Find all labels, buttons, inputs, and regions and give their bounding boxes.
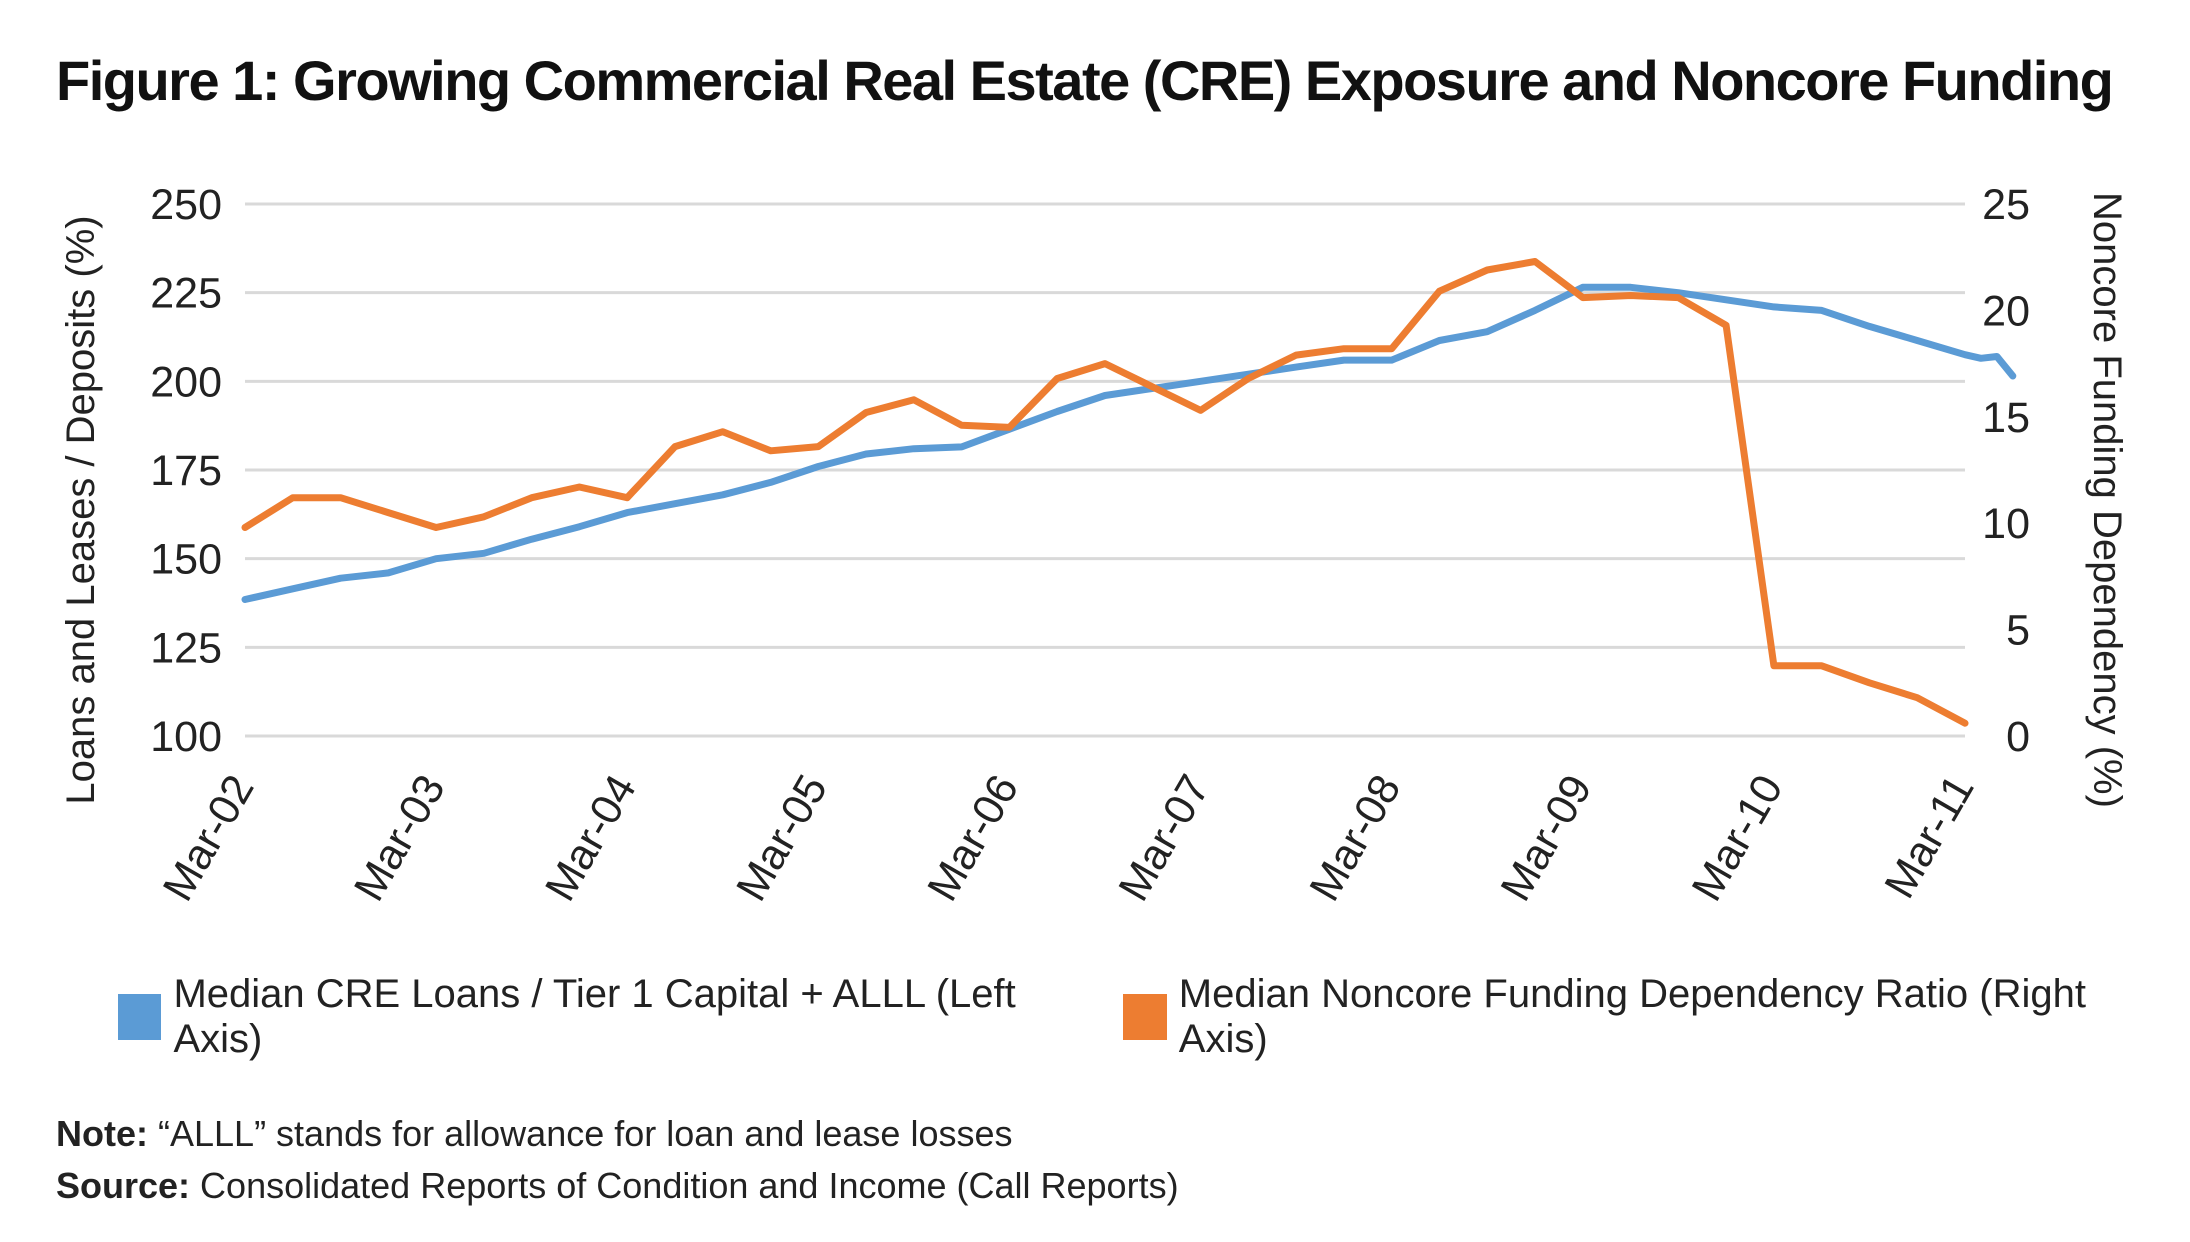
legend-item-cre-loans: Median CRE Loans / Tier 1 Capital + ALLL… (118, 972, 1061, 1062)
right-tick-label: 0 (2006, 713, 2030, 761)
left-axis-label: Loans and Leases / Deposits (%) (59, 215, 103, 804)
gridlines (245, 202, 1965, 738)
source-label: Source: (56, 1165, 191, 1206)
series-line-noncore-funding (241, 258, 1969, 727)
x-tick-label: Mar-09 (1492, 767, 1602, 909)
left-tick-label: 225 (150, 270, 222, 318)
left-tick-label: 175 (150, 447, 222, 495)
x-tick-label: Mar-08 (1301, 767, 1411, 909)
legend-item-noncore-funding: Median Noncore Funding Dependency Ratio … (1123, 972, 2128, 1062)
footnotes: Note: “ALLL” stands for allowance for lo… (56, 1108, 1179, 1212)
note-label: Note: (56, 1113, 148, 1154)
x-tick-label: Mar-11 (1876, 767, 1984, 906)
left-tick-label: 250 (150, 181, 222, 229)
source-text: Consolidated Reports of Condition and In… (190, 1165, 1179, 1206)
right-axis-label: Noncore Funding Dependency (%) (2085, 192, 2129, 808)
legend: Median CRE Loans / Tier 1 Capital + ALLL… (118, 972, 2190, 1062)
right-axis-ticks: 0 5 10 15 20 25 (1982, 181, 2030, 761)
x-axis-ticks: Mar-02 Mar-03 Mar-04 Mar-05 Mar-06 Mar-07 Mar-… (154, 767, 1984, 909)
legend-swatch-blue (118, 994, 162, 1040)
chart-title: Figure 1: Growing Commercial Real Estate… (56, 49, 2114, 112)
x-tick-label: Mar-03 (345, 767, 455, 909)
note-text: “ALLL” stands for allowance for loan and… (148, 1113, 1013, 1154)
legend-swatch-orange (1123, 994, 1167, 1040)
left-tick-label: 100 (150, 713, 222, 761)
right-tick-label: 5 (2006, 607, 2030, 655)
series-line-cre-loans (241, 283, 2017, 603)
x-tick-label: Mar-02 (154, 767, 264, 909)
legend-label-noncore-funding: Median Noncore Funding Dependency Ratio … (1178, 972, 2086, 1061)
right-tick-label: 25 (1982, 181, 2030, 229)
x-tick-label: Mar-07 (1110, 767, 1220, 909)
x-tick-label: Mar-10 (1683, 767, 1793, 909)
right-tick-label: 20 (1982, 287, 2030, 335)
x-tick-label: Mar-05 (727, 767, 837, 909)
note-line: Note: “ALLL” stands for allowance for lo… (56, 1108, 1179, 1160)
x-tick-label: Mar-06 (918, 767, 1028, 909)
left-axis-ticks: 100 125 150 175 200 225 250 (150, 181, 222, 761)
left-tick-label: 150 (150, 536, 222, 584)
x-tick-label: Mar-04 (536, 767, 646, 909)
right-tick-label: 10 (1982, 500, 2030, 548)
series-lines (241, 258, 2017, 727)
right-tick-label: 15 (1982, 394, 2030, 442)
source-line: Source: Consolidated Reports of Conditio… (56, 1160, 1179, 1212)
legend-label-cre-loans: Median CRE Loans / Tier 1 Capital + ALLL… (173, 972, 1016, 1061)
left-tick-label: 200 (150, 358, 222, 406)
left-tick-label: 125 (150, 624, 222, 672)
